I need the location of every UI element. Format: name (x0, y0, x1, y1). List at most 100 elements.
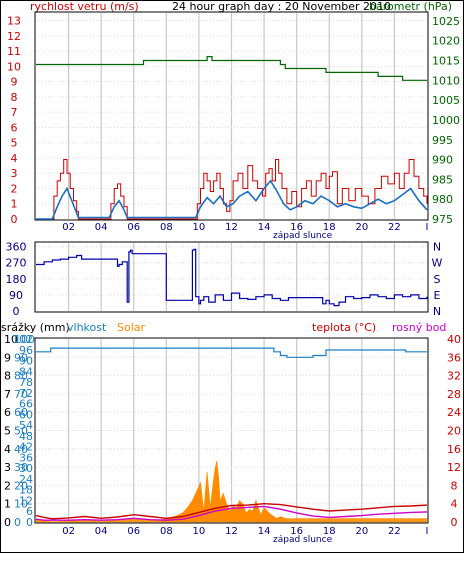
solar-tick: 54 (19, 419, 33, 432)
x-tick-label: 08 (160, 526, 173, 537)
solar-tick: 84 (19, 365, 33, 378)
temperature-tick: 16 (447, 443, 461, 456)
rain-tick: 10 (4, 333, 18, 346)
x-tick-label: I (426, 526, 429, 537)
solar-tick: 48 (19, 430, 33, 443)
baro-axis-title: barometr (hPa) (369, 0, 452, 13)
pressure-tick: 1015 (432, 55, 460, 68)
pressure-tick: 990 (432, 154, 453, 167)
rain-tick: 5 (4, 425, 11, 438)
wind-speed-tick: 7 (11, 106, 18, 119)
solar-tick: 6 (26, 505, 33, 518)
direction-degree-tick: 90 (9, 289, 23, 302)
x-tick-label: 22 (388, 526, 401, 537)
temperature-tick: 20 (447, 425, 461, 438)
solar-tick: 60 (19, 408, 33, 421)
solar-tick: 90 (19, 355, 33, 368)
x-tick-label: 08 (160, 222, 173, 233)
rain-tick: 8 (4, 370, 11, 383)
wind-speed-tick: 13 (7, 15, 21, 28)
temperature-panel-sunset-caption: západ slunce (273, 535, 333, 545)
pressure-tick: 1000 (432, 114, 460, 127)
direction-degree-tick: 270 (6, 257, 27, 270)
x-tick-label: 10 (193, 222, 206, 233)
compass-label: N (433, 305, 441, 318)
x-tick-label: 02 (62, 526, 75, 537)
solar-tick: 30 (19, 462, 33, 475)
humidity-tick: 100 (14, 333, 35, 346)
wind-speed-tick: 5 (11, 137, 18, 150)
rain-tick: 6 (4, 406, 11, 419)
humidity-line (36, 347, 427, 358)
humidity-tick: 70 (14, 388, 28, 401)
x-tick-label: 22 (388, 222, 401, 233)
temperature-tick: 40 (447, 333, 461, 346)
direction-degree-tick: 180 (6, 273, 27, 286)
rain-axis-title: srážky (mm) (1, 321, 70, 334)
x-tick-label: 02 (62, 222, 75, 233)
rain-tick: 4 (4, 443, 11, 456)
humidity-legend: vlhkost (67, 321, 107, 334)
solar-tick: 12 (19, 494, 33, 507)
solar-tick: 102 (12, 333, 33, 346)
x-tick-label: 14 (258, 222, 271, 233)
temperature-panel-x-tick-labels: 02 04 06 08 10 12 14 16 18 20 22 I (62, 526, 428, 537)
temperature-tick: 0 (451, 516, 458, 529)
humidity-tick: 30 (14, 461, 28, 474)
wind-speed-tick: 4 (11, 152, 18, 165)
x-tick-label: 06 (127, 222, 140, 233)
solar-tick: 42 (19, 441, 33, 454)
solar-tick: 0 (26, 516, 33, 529)
x-tick-label: 18 (323, 222, 336, 233)
humidity-tick: 90 (14, 351, 28, 364)
humidity-tick: 0 (14, 516, 21, 529)
pressure-tick: 1020 (432, 35, 460, 48)
x-tick-label: 14 (258, 526, 271, 537)
direction-panel-series (36, 248, 428, 307)
pressure-tick: 1010 (432, 74, 460, 87)
temperature-panel-gridlines (36, 339, 427, 522)
wind-panel-sunset-caption: západ slunce (273, 231, 333, 241)
direction-degree-tick: 0 (13, 305, 20, 318)
rain-tick: 1 (4, 498, 11, 511)
wind-speed-tick: 0 (11, 213, 18, 226)
compass-label: E (434, 289, 441, 302)
x-tick-label: 10 (193, 526, 206, 537)
wind-panel-series (36, 56, 428, 220)
rain-tick: 9 (4, 351, 11, 364)
humidity-tick: 60 (14, 406, 28, 419)
temperature-tick: 28 (447, 388, 461, 401)
temperature-tick: 32 (447, 370, 461, 383)
x-tick-label: 20 (355, 222, 368, 233)
solar-tick: 96 (19, 344, 33, 357)
x-tick-label: I (426, 222, 429, 233)
rain-tick: 3 (4, 461, 11, 474)
temperature-tick: 24 (447, 406, 461, 419)
wind-direction-line (36, 248, 428, 307)
compass-label: W (432, 257, 443, 270)
solar-tick: 72 (19, 387, 33, 400)
pressure-tick: 1005 (432, 94, 460, 107)
temperature-panel-series (35, 347, 428, 523)
compass-label: N (433, 241, 441, 254)
temperature-tick: 8 (451, 479, 458, 492)
temperature-tick: 12 (447, 461, 461, 474)
wind-panel-gridlines (36, 13, 427, 219)
wind-speed-tick: 3 (11, 167, 18, 180)
wind-speed-tick: 11 (7, 45, 21, 58)
pressure-tick: 975 (432, 213, 453, 226)
x-tick-label: 12 (225, 222, 238, 233)
solar-tick: 66 (19, 398, 33, 411)
x-tick-label: 12 (225, 526, 238, 537)
wind-speed-tick: 9 (11, 76, 18, 89)
wind-average-line (36, 179, 428, 220)
x-tick-label: 06 (127, 526, 140, 537)
x-tick-label: 16 (290, 222, 303, 233)
wind-panel-x-tick-labels: 02 04 06 08 10 12 14 16 18 20 22 I (62, 222, 428, 233)
wind-speed-tick: 10 (7, 60, 21, 73)
solar-tick: 36 (19, 451, 33, 464)
